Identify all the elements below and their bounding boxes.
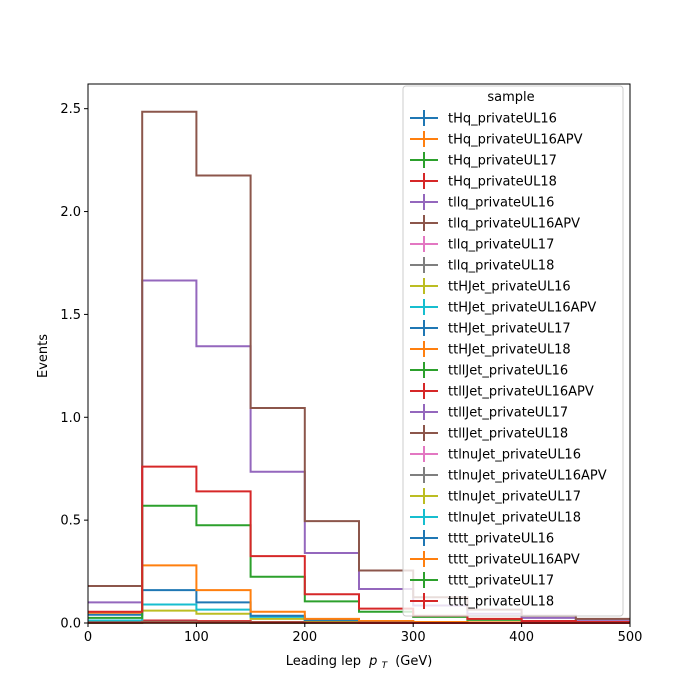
- y-axis-label: Events: [36, 334, 51, 378]
- y-axis-ticks: 0.0 0.5 1.0 1.5 2.0 2.5: [60, 102, 88, 632]
- legend-label: tHq_privateUL18: [448, 175, 557, 190]
- y-tick-label: 0.0: [60, 617, 81, 632]
- legend-label: ttlnuJet_privateUL16: [448, 448, 581, 463]
- legend-entry: tttt_privateUL18: [410, 593, 554, 610]
- legend-entry: ttllJet_privateUL16APV: [410, 383, 594, 400]
- x-axis-label: Leading lep p T (GeV): [286, 654, 433, 672]
- legend-label: tttt_privateUL18: [448, 595, 554, 610]
- x-tick-label: 200: [292, 630, 317, 645]
- legend-entry: ttHJet_privateUL16APV: [410, 299, 596, 316]
- legend-entry: tHq_privateUL16: [410, 110, 557, 127]
- y-tick-label: 0.5: [60, 514, 81, 529]
- legend-label: tllq_privateUL16APV: [448, 217, 580, 232]
- legend-entry: tllq_privateUL16: [410, 194, 554, 211]
- legend-entry: tllq_privateUL17: [410, 236, 554, 253]
- x-axis-label-text: Leading lep: [286, 654, 361, 669]
- legend-label: tllq_privateUL18: [448, 259, 554, 274]
- y-tick-label: 2.5: [60, 102, 81, 117]
- legend-label: ttHJet_privateUL17: [448, 322, 571, 337]
- legend-label: tttt_privateUL16: [448, 532, 554, 547]
- legend-label: tHq_privateUL16APV: [448, 133, 583, 148]
- legend-entry: ttllJet_privateUL17: [410, 404, 568, 421]
- legend-entry: tttt_privateUL16: [410, 530, 554, 547]
- legend-label: ttHJet_privateUL18: [448, 343, 571, 358]
- legend-entry: tllq_privateUL16APV: [410, 215, 580, 232]
- y-tick-label: 2.0: [60, 205, 81, 220]
- legend-label: tllq_privateUL17: [448, 238, 554, 253]
- legend-label: ttllJet_privateUL16: [448, 364, 568, 379]
- legend-label: ttllJet_privateUL18: [448, 427, 568, 442]
- legend-label: ttlnuJet_privateUL18: [448, 511, 581, 526]
- legend-entry: tllq_privateUL18: [410, 257, 554, 274]
- legend-entry: ttHJet_privateUL16: [410, 278, 571, 295]
- legend-entry: ttHJet_privateUL18: [410, 341, 571, 358]
- x-tick-label: 0: [84, 630, 92, 645]
- x-tick-label: 400: [509, 630, 534, 645]
- x-axis-ticks: 0 100 200 300 400 500: [84, 623, 643, 645]
- legend-entry: ttllJet_privateUL16: [410, 362, 568, 379]
- legend-title: sample: [487, 90, 534, 105]
- legend-entry: ttlnuJet_privateUL16APV: [410, 467, 607, 484]
- legend-box: [402, 85, 624, 617]
- x-tick-label: 100: [184, 630, 209, 645]
- legend-label: ttHJet_privateUL16: [448, 280, 571, 295]
- legend-entry: ttHJet_privateUL17: [410, 320, 571, 337]
- y-tick-label: 1.5: [60, 308, 81, 323]
- legend-label: ttllJet_privateUL16APV: [448, 385, 594, 400]
- legend-label: tHq_privateUL17: [448, 154, 557, 169]
- legend-entry: ttlnuJet_privateUL17: [410, 488, 581, 505]
- axes-frame: [87, 83, 631, 624]
- x-tick-label: 300: [401, 630, 426, 645]
- series-line-ttllJet_privateUL16APV: [88, 465, 630, 623]
- legend-entry: ttllJet_privateUL18: [410, 425, 568, 442]
- legend-entry: ttlnuJet_privateUL16: [410, 446, 581, 463]
- legend-entry: tHq_privateUL18: [410, 173, 557, 190]
- legend-label: ttHJet_privateUL16APV: [448, 301, 596, 316]
- legend-label: ttlnuJet_privateUL17: [448, 490, 581, 505]
- legend-label: tttt_privateUL17: [448, 574, 554, 589]
- legend-label: tttt_privateUL16APV: [448, 553, 580, 568]
- x-tick-label: 500: [618, 630, 643, 645]
- legend-entry: tHq_privateUL16APV: [410, 131, 583, 148]
- x-axis-label-symbol: p: [368, 654, 377, 669]
- legend-entry: ttlnuJet_privateUL18: [410, 509, 581, 526]
- legend-entry: tttt_privateUL16APV: [410, 551, 580, 568]
- legend-entry: tHq_privateUL17: [410, 152, 557, 169]
- legend: sample tHq_privateUL16 tHq_privateUL16APVt…: [402, 85, 624, 617]
- legend-label: ttllJet_privateUL17: [448, 406, 568, 421]
- y-tick-label: 1.0: [60, 411, 81, 426]
- x-axis-label-unit: (GeV): [395, 654, 432, 669]
- x-axis-label-subscript: T: [382, 661, 389, 671]
- legend-label: tHq_privateUL16: [448, 112, 557, 127]
- legend-entry: tttt_privateUL17: [410, 572, 554, 589]
- legend-label: ttlnuJet_privateUL16APV: [448, 469, 607, 484]
- legend-label: tllq_privateUL16: [448, 196, 554, 211]
